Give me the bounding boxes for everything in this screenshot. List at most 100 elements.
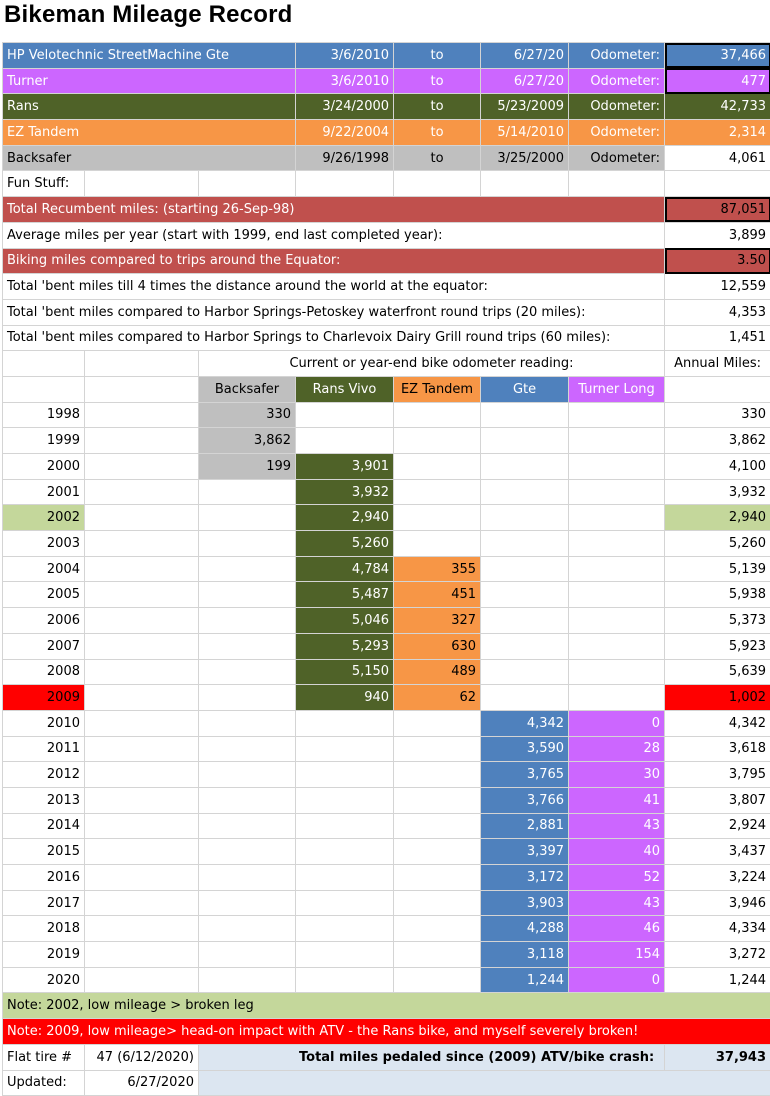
annual-cell: 3,807: [665, 787, 770, 813]
year-cell: 2002: [3, 505, 85, 531]
tandem-cell: 630: [394, 633, 481, 659]
stat-value: 3,899: [665, 222, 770, 248]
empty-cell: [85, 351, 199, 377]
turner-cell: 0: [569, 710, 665, 736]
annual-cell: 5,923: [665, 633, 770, 659]
bike-name: HP Velotechnic StreetMachine Gte: [3, 43, 296, 69]
empty-cell: [85, 916, 199, 942]
bike-start-date: 3/6/2010: [296, 43, 394, 69]
rans-cell: [296, 402, 394, 428]
year-cell: 2019: [3, 942, 85, 968]
note-2002-row: Note: 2002, low mileage > broken leg: [3, 993, 770, 1019]
annual-cell: 5,260: [665, 531, 770, 557]
year-cell: 2014: [3, 813, 85, 839]
year-cell: 2001: [3, 479, 85, 505]
tandem-cell: [394, 428, 481, 454]
tandem-cell: [394, 865, 481, 891]
rans-cell: [296, 916, 394, 942]
empty-cell: [85, 967, 199, 993]
bike-name: Rans: [3, 94, 296, 120]
bike-odometer-value: 4,061: [665, 145, 770, 171]
backsafer-cell: 330: [199, 402, 296, 428]
annual-cell: 4,100: [665, 454, 770, 480]
empty-cell: [85, 531, 199, 557]
empty-cell: [85, 839, 199, 865]
bike-start-date: 3/24/2000: [296, 94, 394, 120]
gte-cell: 4,288: [481, 916, 569, 942]
gte-cell: 3,172: [481, 865, 569, 891]
empty-cell: [199, 171, 296, 197]
empty-cell: [665, 376, 770, 402]
backsafer-cell: [199, 942, 296, 968]
turner-cell: 41: [569, 787, 665, 813]
annual-cell: 3,862: [665, 428, 770, 454]
empty-cell: [85, 556, 199, 582]
backsafer-cell: [199, 556, 296, 582]
tandem-cell: 355: [394, 556, 481, 582]
gte-cell: [481, 685, 569, 711]
gte-cell: [481, 454, 569, 480]
backsafer-cell: [199, 710, 296, 736]
empty-cell: [665, 171, 770, 197]
gte-cell: 2,881: [481, 813, 569, 839]
backsafer-cell: [199, 505, 296, 531]
annual-cell: 4,342: [665, 710, 770, 736]
backsafer-cell: [199, 813, 296, 839]
bike-end-date: 3/25/2000: [481, 145, 569, 171]
annual-cell: 5,139: [665, 556, 770, 582]
backsafer-cell: [199, 736, 296, 762]
year-cell: 2006: [3, 608, 85, 634]
year-cell: 2009: [3, 685, 85, 711]
bike-to: to: [394, 120, 481, 146]
turner-cell: [569, 454, 665, 480]
annual-cell: 3,932: [665, 479, 770, 505]
backsafer-cell: [199, 659, 296, 685]
gte-cell: 3,766: [481, 787, 569, 813]
empty-cell: [85, 633, 199, 659]
tandem-cell: 451: [394, 582, 481, 608]
turner-cell: [569, 556, 665, 582]
backsafer-cell: [199, 531, 296, 557]
gte-cell: [481, 428, 569, 454]
crash-total-label: Total miles pedaled since (2009) ATV/bik…: [199, 1044, 665, 1070]
rans-cell: 3,901: [296, 454, 394, 480]
bike-name: Turner: [3, 68, 296, 94]
footer-fill: [199, 1070, 770, 1096]
annual-cell: 5,373: [665, 608, 770, 634]
year-cell: 1999: [3, 428, 85, 454]
annual-cell: 3,795: [665, 762, 770, 788]
rans-cell: [296, 736, 394, 762]
backsafer-cell: [199, 916, 296, 942]
year-cell: 2020: [3, 967, 85, 993]
column-header: Turner Long: [569, 376, 665, 402]
fun-stuff-row: Fun Stuff:: [3, 171, 770, 197]
year-cell: 2000: [3, 454, 85, 480]
year-cell: 2004: [3, 556, 85, 582]
bike-odometer-label: Odometer:: [569, 120, 665, 146]
column-header: Gte: [481, 376, 569, 402]
stat-value: 4,353: [665, 299, 770, 325]
odometer-heading-row: Current or year-end bike odometer readin…: [3, 351, 770, 377]
tandem-cell: [394, 813, 481, 839]
stat-row: Total 'bent miles compared to Harbor Spr…: [3, 325, 770, 351]
backsafer-cell: [199, 787, 296, 813]
empty-cell: [85, 685, 199, 711]
year-cell: 2015: [3, 839, 85, 865]
annual-cell: 3,618: [665, 736, 770, 762]
tandem-cell: [394, 736, 481, 762]
year-cell: 1998: [3, 402, 85, 428]
empty-cell: [85, 376, 199, 402]
turner-cell: 43: [569, 813, 665, 839]
stat-row: Total 'bent miles till 4 times the dista…: [3, 274, 770, 300]
flat-tire-row: Flat tire #47 (6/12/2020)Total miles ped…: [3, 1044, 770, 1070]
rans-cell: [296, 942, 394, 968]
